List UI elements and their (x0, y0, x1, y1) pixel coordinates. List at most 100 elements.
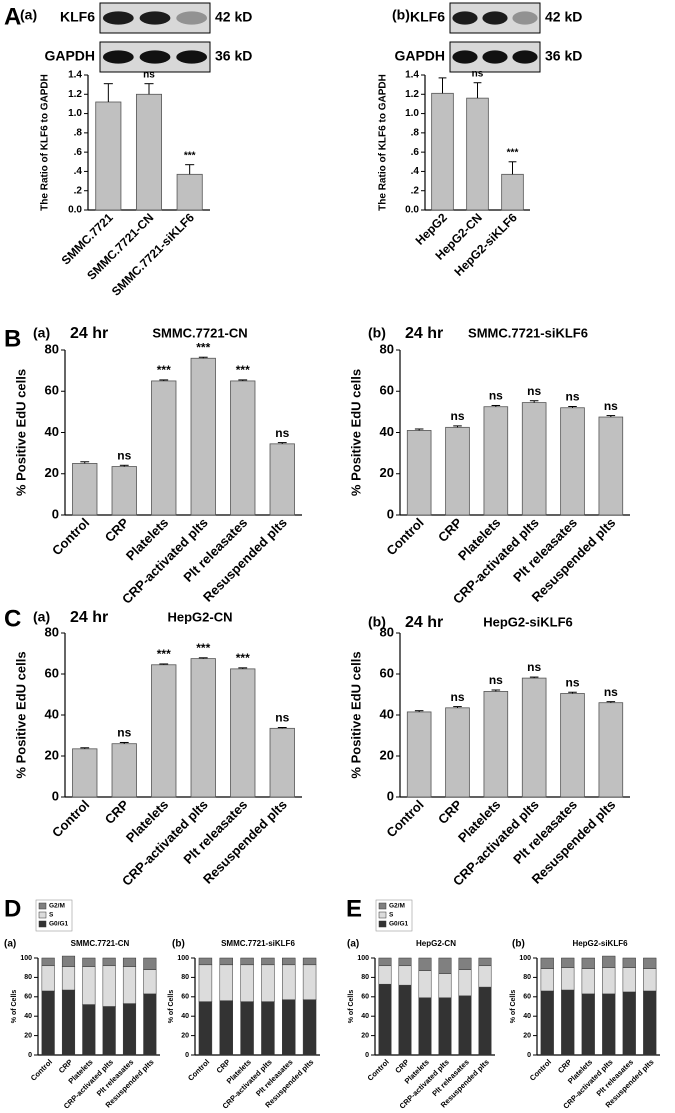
bar-segment (41, 965, 55, 992)
y-tick-label: 0 (527, 1052, 531, 1059)
bar (111, 743, 137, 798)
bar-segment (643, 968, 657, 992)
x-tick-label: CRP (556, 1057, 574, 1075)
y-tick-label: 60 (45, 383, 59, 398)
legend-swatch (38, 902, 47, 910)
y-tick-label: 20 (523, 1032, 531, 1039)
bar (135, 93, 163, 211)
significance-label: *** (157, 647, 171, 661)
y-tick-label: 20 (380, 465, 394, 480)
blot-size: 36 kD (215, 48, 252, 64)
bar (230, 380, 256, 516)
y-tick-label: 60 (380, 665, 394, 680)
bar-segment (418, 957, 432, 971)
blot-band (482, 50, 508, 64)
bar (151, 380, 177, 516)
y-tick-label: .4 (74, 166, 83, 177)
y-tick-label: 40 (45, 424, 59, 439)
significance-label: ns (450, 409, 464, 423)
y-tick-label: 20 (45, 465, 59, 480)
blot-band (452, 50, 478, 64)
panel-label: A (4, 3, 21, 30)
bar (483, 406, 509, 516)
significance-label: *** (236, 651, 250, 665)
time-label: 24 hr (405, 614, 443, 631)
bar-segment (418, 970, 432, 999)
x-tick-label: CRP (215, 1057, 233, 1075)
bar-segment (643, 957, 657, 969)
bar-segment (282, 999, 296, 1056)
significance-label: ns (565, 675, 579, 689)
bar-segment (261, 957, 275, 966)
y-axis-label: % Positive EdU cells (13, 651, 28, 778)
y-tick-label: 0 (387, 788, 394, 803)
bar (406, 430, 432, 516)
y-tick-label: .6 (411, 147, 420, 158)
y-axis-label: % of Cells (348, 990, 355, 1024)
bar (560, 407, 585, 516)
bar-segment (398, 957, 412, 967)
legend-swatch (378, 902, 387, 910)
bar-segment (143, 957, 157, 970)
y-tick-label: 80 (45, 624, 59, 639)
bar-segment (540, 990, 554, 1056)
sublabel: (a) (33, 325, 50, 341)
bar-segment (438, 973, 452, 999)
x-tick-label: CRP (435, 797, 465, 827)
y-tick-label: 0.0 (68, 205, 82, 216)
y-tick-label: 100 (357, 955, 369, 962)
significance-label: ns (143, 69, 155, 80)
bar-segment (438, 957, 452, 974)
legend-label: S (389, 912, 394, 919)
bar (466, 97, 489, 211)
bar (521, 402, 547, 516)
bar-segment (122, 957, 137, 967)
y-tick-label: 20 (24, 1032, 32, 1039)
bar-segment (219, 1000, 233, 1056)
legend-label: S (49, 912, 54, 919)
blot-band (139, 50, 171, 64)
bar-segment (143, 969, 157, 995)
sublabel: (a) (20, 7, 37, 23)
significance-label: ns (604, 685, 618, 699)
bar (190, 658, 216, 798)
bar-segment (478, 965, 492, 988)
y-tick-label: .4 (411, 166, 420, 177)
bar-segment (378, 965, 392, 985)
y-axis-label: The Ratio of KLF6 to GAPDH (378, 74, 389, 211)
bar-segment (418, 997, 432, 1056)
bar-segment (282, 957, 296, 966)
y-tick-label: 0 (387, 506, 394, 521)
significance-label: ns (604, 399, 618, 413)
x-tick-label: Control (49, 797, 92, 840)
significance-label: ns (275, 711, 289, 725)
blot-size: 36 kD (545, 48, 582, 64)
significance-label: ns (565, 390, 579, 404)
sublabel: (b) (512, 939, 525, 950)
legend-label: G2/M (389, 903, 405, 910)
bar-segment (458, 969, 472, 997)
y-tick-label: 60 (24, 994, 32, 1001)
y-tick-label: 0.0 (405, 205, 419, 216)
bar-segment (622, 957, 636, 968)
time-label: 24 hr (70, 325, 108, 342)
x-tick-label: Control (383, 515, 426, 558)
bar (598, 416, 624, 516)
panel-label: E (346, 895, 362, 922)
bar (483, 691, 509, 798)
y-tick-label: 40 (523, 1013, 531, 1020)
bar-segment (198, 957, 213, 966)
y-axis-label: The Ratio of KLF6 to GAPDH (40, 74, 51, 211)
y-tick-label: .8 (411, 127, 420, 138)
bar (521, 677, 547, 798)
chart-title: SMMC.7721-CN (71, 939, 130, 948)
bar-segment (581, 968, 595, 995)
bar-segment (240, 957, 254, 966)
bar (151, 664, 177, 798)
y-tick-label: 80 (181, 974, 189, 981)
y-tick-label: 1.0 (68, 108, 82, 119)
significance-label: *** (236, 363, 250, 377)
significance-label: ns (117, 726, 131, 740)
bar-segment (240, 1001, 254, 1056)
bar-segment (602, 993, 616, 1056)
